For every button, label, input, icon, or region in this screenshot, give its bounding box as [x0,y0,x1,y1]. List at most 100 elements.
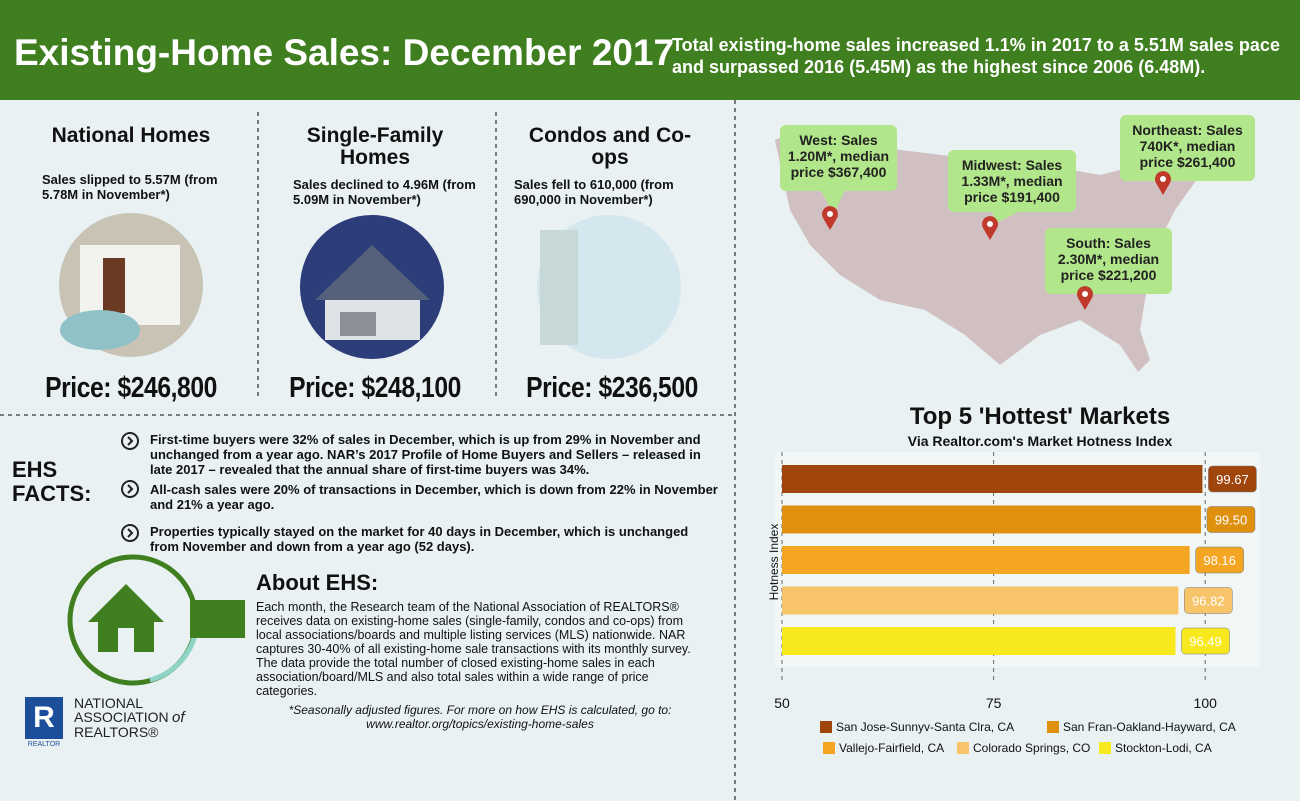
bar [782,627,1176,655]
segment-text: Sales slipped to 5.57M (from 5.78M in No… [42,172,218,202]
value-label-box [1184,587,1233,614]
pin [982,216,998,240]
legend-label: Colorado Springs, CO [973,741,1090,755]
pin [821,206,838,230]
bullet-icon [121,524,139,542]
logo-r: R [33,701,55,734]
legend-label: San Jose-Sunnyv-Santa Clra, CA [836,720,1014,734]
house [88,584,164,652]
value-label-box [1208,465,1257,493]
photo [340,312,376,336]
price: Price: $246,800 [45,372,217,404]
callout-tail [992,212,1019,224]
value-label: 99.50 [1215,513,1248,528]
callout-text: Northeast: Sales [1132,122,1243,138]
value-label: 98.16 [1203,553,1236,568]
logo-mark-text: REALTOR [28,741,60,748]
callout-text: South: Sales [1066,235,1151,251]
segment-title: Condos and Co-ops [528,124,692,169]
callout-text: 1.20M*, median [788,148,889,164]
title: Existing-Home Sales: December 2017 [14,32,675,73]
callout-text: West: Sales [799,132,878,148]
bar [782,465,1203,493]
photo [103,258,125,313]
facts-label: EHS FACTS: [12,457,92,506]
callout-text: price $191,400 [964,189,1060,205]
pin [1155,171,1171,195]
legend-label: San Fran-Oakland-Hayward, CA [1063,720,1236,734]
segment-text: Sales declined to 4.96M (from 5.09M in N… [293,177,476,207]
logo-text: REALTORS® [74,724,159,740]
value-label: 96.82 [1192,594,1225,609]
callout-text: Midwest: Sales [962,157,1063,173]
legend-swatch [1047,721,1059,733]
x-tick-label: 50 [774,695,790,711]
callout-text: price $367,400 [791,164,887,180]
pin-dot [987,221,993,227]
bullet-icon [121,480,139,498]
photo [540,230,578,345]
logo-text: of [172,709,186,726]
summary: Total existing-home sales increased 1.1%… [672,35,1280,77]
bar [782,505,1201,534]
photo [60,310,140,350]
fact: Properties typically stayed on the marke… [150,524,689,554]
value-label-box [1206,506,1256,533]
legend-swatch [820,721,832,733]
pin-dot [827,211,833,217]
callout-text: price $221,200 [1061,267,1157,283]
callout-text: 2.30M*, median [1058,251,1159,267]
value-label-box [1181,627,1230,655]
callout-tail [820,191,845,214]
fact: First-time buyers were 32% of sales in D… [150,432,701,477]
callout-box [780,125,897,191]
about-note: *Seasonally adjusted figures. For more o… [270,703,690,731]
callout-text: price $261,400 [1140,154,1236,170]
callout-box [948,150,1076,212]
segment-text: Sales fell to 610,000 (from 690,000 in N… [514,177,674,207]
x-tick-label: 75 [986,695,1002,711]
chart-title: Top 5 'Hottest' Markets [910,403,1170,430]
callout-box [1045,228,1172,294]
logo-mark [25,697,63,739]
segment-title: Single-Family Homes [306,124,444,169]
url: www.realtor.org/topics/existing-home-sal… [366,717,594,731]
about-text: Each month, the Research team of the Nat… [256,600,691,698]
value-label: 96.49 [1189,634,1222,649]
note: *Seasonally adjusted figures. For more o… [288,703,672,717]
fact: All-cash sales were 20% of transactions … [150,482,718,512]
chart-subtitle: Via Realtor.com's Market Hotness Index [908,433,1173,449]
house [118,628,134,652]
pin-dot [1160,176,1166,182]
bar [782,546,1190,574]
legend-swatch [957,742,969,754]
pin [1077,286,1093,310]
about-title: About EHS: [256,570,379,595]
legend-swatch [823,742,835,754]
value-label-box [1195,546,1244,574]
price: Price: $236,500 [526,372,698,404]
photo [315,245,430,300]
logo-text: ASSOCIATION [74,709,169,725]
legend-swatch [1099,742,1111,754]
callout-box [1120,115,1255,181]
house-bar [190,600,245,638]
pin-dot [1082,291,1088,297]
bullet-icon [121,432,139,450]
legend-label: Vallejo-Fairfield, CA [839,741,944,755]
logo-text: NATIONAL [74,695,143,711]
bullet-arrow [127,436,134,538]
callout-text: 740K*, median [1140,138,1236,154]
bar [782,586,1179,615]
segment-title: National Homes [51,124,211,147]
header-band [0,0,1300,100]
house-ring [149,634,198,683]
callout-text: 1.33M*, median [961,173,1062,189]
legend-label: Stockton-Lodi, CA [1115,741,1212,755]
value-label: 99.67 [1216,472,1249,487]
x-tick-label: 100 [1194,695,1218,711]
price: Price: $248,100 [289,372,461,404]
y-axis-label: Hotness Index [767,524,781,601]
